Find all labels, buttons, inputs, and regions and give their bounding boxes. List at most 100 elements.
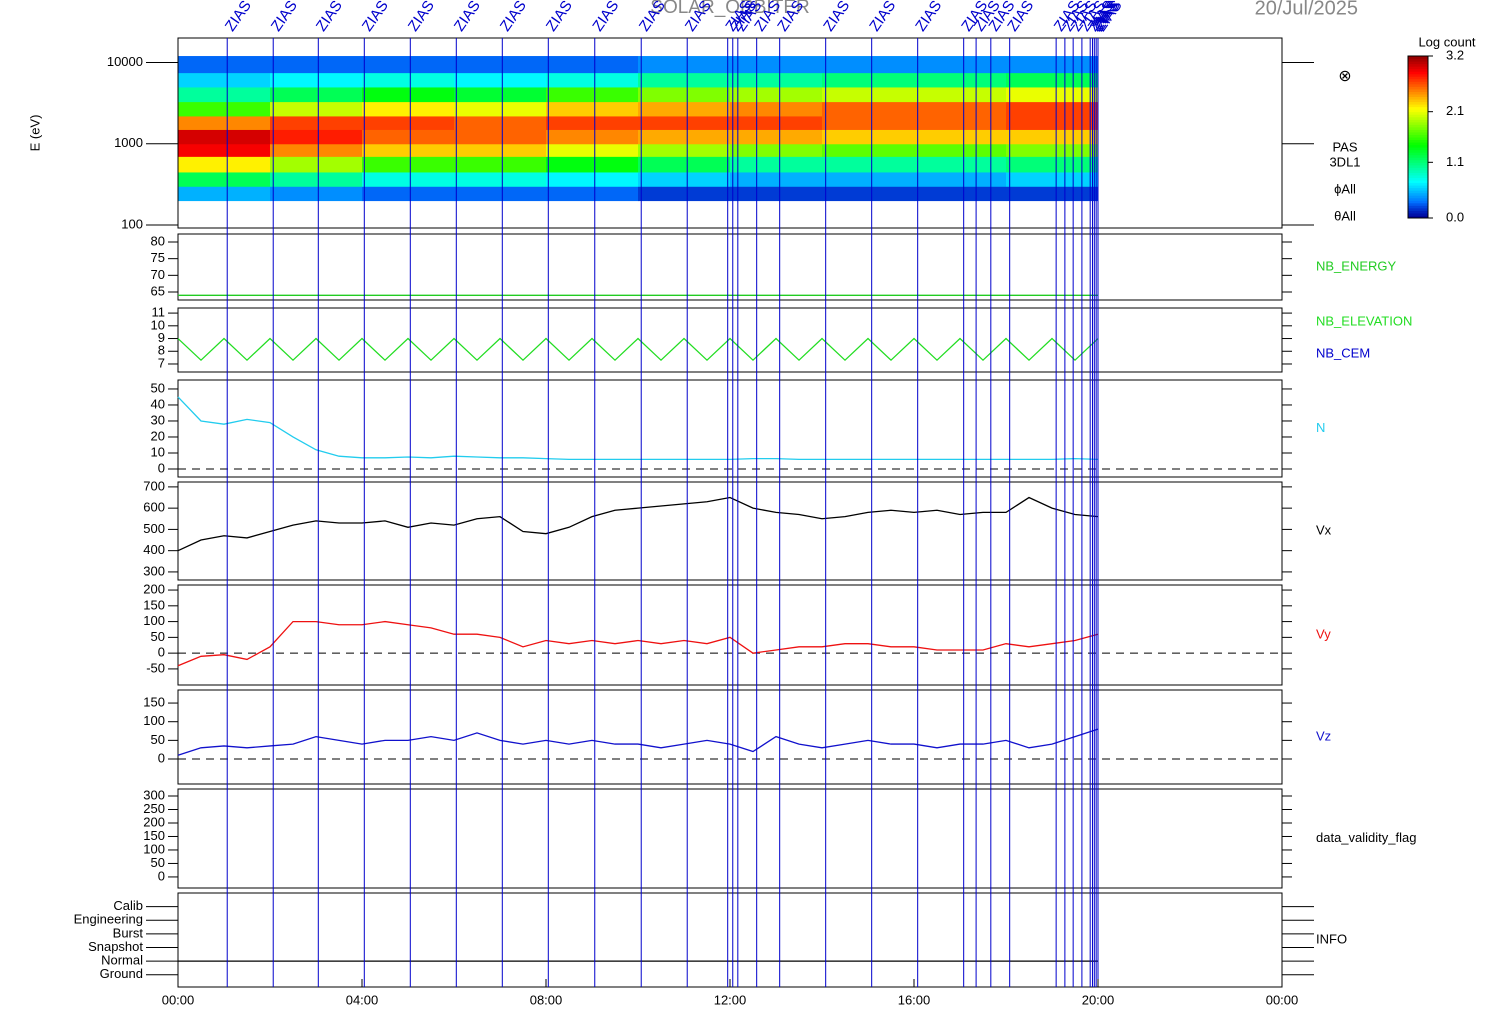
y-tick-label: 40 [151,396,165,411]
colorbar-step [1408,126,1428,130]
heatmap-cell [270,86,363,103]
heatmap-cell [638,56,731,74]
y-tick-label: -50 [146,660,165,675]
heatmap-cell [1006,86,1099,103]
panel-frame [177,307,1283,373]
heatmap-cell [730,72,823,88]
heatmap-cell [822,143,915,157]
heatmap-cell [546,86,639,103]
colorbar-step [1408,210,1428,214]
colorbar-step [1408,131,1428,135]
y-tick-label: 300 [143,563,165,578]
colorbar-step [1408,207,1428,211]
y-tick-label: 0 [158,645,165,660]
heatmap-cell [1006,156,1099,173]
heatmap-cell [546,129,639,145]
heatmap-cell [270,143,363,157]
heatmap-cell [1006,101,1099,117]
y-tick-label: 150 [143,694,165,709]
y-tick-label: 700 [143,478,165,493]
heatmap-cell [730,143,823,157]
heatmap-cell [1006,56,1099,74]
colorbar-step [1408,66,1428,70]
legend-label: Vx [1316,522,1332,537]
legend-label: NB_CEM [1316,345,1370,360]
heatmap-cell [1006,72,1099,88]
x-tick-label: 00:00 [1266,992,1299,1007]
colorbar-step [1408,157,1428,161]
y-tick-label: 0 [158,868,165,883]
colorbar-step [1408,111,1428,115]
heatmap-cell [362,86,455,103]
colorbar-step [1408,147,1428,151]
colorbar-step [1408,99,1428,103]
heatmap-cell [1006,115,1099,130]
chart-title: SOLAR_ORBITER [650,0,809,18]
heatmap-cell [914,143,1007,157]
colorbar-step [1408,78,1428,82]
event-label: ZIAS [543,0,576,35]
colorbar-step [1408,119,1428,123]
colorbar-step [1408,192,1428,196]
colorbar-step [1408,197,1428,201]
y-tick-label: 300 [143,787,165,802]
legend-label: Vy [1316,626,1331,641]
heatmap-cell [454,186,547,202]
heatmap-cell [914,72,1007,88]
heatmap-cell [178,186,271,202]
y-tick-label: 200 [143,581,165,596]
y-tick-label: 7 [158,355,165,370]
heatmap-cell [362,171,455,187]
y-tick-label: 10000 [107,54,143,69]
colorbar-step [1408,63,1428,67]
colorbar-tick-label: 0.0 [1446,209,1464,224]
heatmap-cell [270,156,363,173]
heatmap-cell [178,129,271,145]
heatmap-cell [1006,186,1099,202]
heatmap-cell [638,129,731,145]
colorbar-title: Log count [1418,34,1475,49]
event-label: ZIAS [589,0,622,35]
heatmap-cell [730,171,823,187]
y-tick-label: 30 [151,412,165,427]
heatmap-cell [178,156,271,173]
y-tick-label: 70 [151,267,165,282]
heatmap-cell [178,101,271,117]
heatmap-cell [546,143,639,157]
series-line [177,496,1099,552]
symbol: ⊗ [1338,68,1351,85]
heatmap-cell [822,115,915,130]
heatmap-cell [270,56,363,74]
heatmap-cell [822,56,915,74]
panel-label: 3DL1 [1329,154,1360,169]
heatmap-cell [546,115,639,130]
y-tick-label: 50 [151,732,165,747]
colorbar-step [1408,205,1428,209]
panel-frame [177,37,1283,229]
heatmap-cell [914,186,1007,202]
event-label: ZIAS [866,0,899,35]
heatmap-cell [822,72,915,88]
x-tick-label: 20:00 [1082,992,1115,1007]
y-tick-label: Snapshot [88,939,143,954]
y-tick-label: 75 [151,250,165,265]
heatmap-cell [730,86,823,103]
y-tick-label: 65 [151,283,165,298]
heatmap-cell [914,56,1007,74]
y-tick-label: Normal [101,953,143,968]
heatmap-cell [362,101,455,117]
heatmap-cell [270,72,363,88]
y-tick-label: 50 [151,629,165,644]
colorbar-step [1408,172,1428,176]
heatmap-cell [914,129,1007,145]
heatmap-cell [454,56,547,74]
y-tick-label: 50 [151,380,165,395]
colorbar-step [1408,56,1428,60]
y-tick-label: 150 [143,597,165,612]
heatmap-cell [822,129,915,145]
heatmap-cell [1006,129,1099,145]
heatmap-cell [362,129,455,145]
heatmap-cell [914,115,1007,130]
y-tick-label: 0 [158,750,165,765]
